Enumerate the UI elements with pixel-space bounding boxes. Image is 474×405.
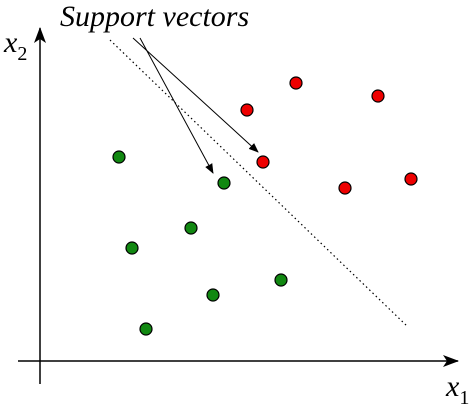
point	[125, 241, 139, 255]
red-points	[240, 76, 418, 195]
arrow	[132, 37, 259, 153]
point	[404, 172, 418, 186]
point	[206, 288, 220, 302]
point	[371, 89, 385, 103]
point	[274, 273, 288, 287]
point	[217, 176, 231, 190]
point	[256, 155, 270, 169]
x-axis-label: x1	[445, 370, 469, 405]
point	[289, 76, 303, 90]
point	[240, 103, 254, 117]
point	[112, 150, 126, 164]
arrow	[139, 37, 214, 174]
green-points	[112, 150, 288, 336]
point	[338, 181, 352, 195]
annotation: Support vectors	[60, 0, 249, 33]
y-axis-label: x2	[3, 26, 27, 65]
decision-boundary	[109, 39, 409, 328]
point	[139, 322, 153, 336]
point	[184, 221, 198, 235]
